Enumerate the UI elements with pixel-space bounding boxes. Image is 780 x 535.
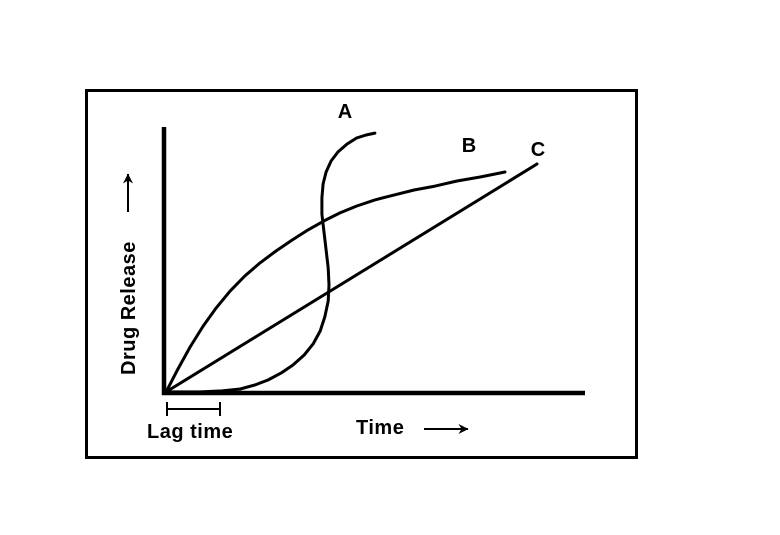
lag-time-label: Lag time (147, 421, 233, 443)
curve-c (164, 162, 539, 394)
x-axis-label: Time (356, 417, 404, 439)
curve-b (164, 170, 507, 394)
lag-time-bracket (166, 402, 221, 416)
curve-label-c: C (531, 139, 545, 161)
curves-layer (164, 131, 539, 394)
curve-a (164, 131, 377, 394)
y-axis-label: Drug Release (118, 241, 140, 375)
chart-border (85, 89, 638, 459)
curve-label-a: A (338, 101, 352, 123)
curve-label-b: B (462, 135, 476, 157)
